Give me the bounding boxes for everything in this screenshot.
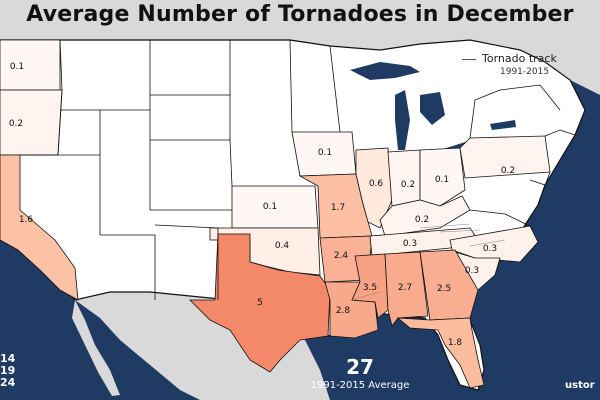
- state-ohio: [419, 147, 466, 207]
- label-al: 2.7: [398, 283, 412, 293]
- label-tn: 0.3: [403, 239, 417, 249]
- label-ga: 2.5: [437, 284, 451, 294]
- total-average-value: 27: [346, 355, 374, 379]
- label-ca: 1.6: [19, 215, 34, 225]
- lake-michigan: [395, 90, 410, 150]
- lake-ontario: [490, 120, 516, 130]
- canada-land: [0, 0, 600, 95]
- label-or: 0.2: [9, 119, 23, 129]
- label-ar: 2.4: [334, 251, 349, 261]
- label-ks: 0.1: [263, 202, 277, 212]
- label-ok: 0.4: [275, 241, 290, 251]
- label-ms: 3.5: [363, 283, 377, 293]
- tornado-tracks: [349, 223, 506, 301]
- total-average-label: 1991-2015 Average: [310, 380, 410, 391]
- state-borders: [20, 39, 576, 300]
- state-texas: [189, 233, 331, 373]
- lake-huron: [420, 92, 445, 125]
- label-sc: 0.3: [465, 266, 479, 276]
- tornado-track-legend-label: Tornado track: [482, 52, 557, 65]
- label-oh: 0.1: [435, 175, 449, 185]
- label-in: 0.2: [401, 180, 415, 190]
- state-florida: [396, 317, 485, 389]
- map-title: Average Number of Tornadoes in December: [26, 2, 574, 27]
- scale-label-1: 14: [0, 352, 16, 365]
- label-fl: 1.8: [448, 338, 463, 348]
- label-il: 0.6: [369, 179, 384, 189]
- label-mo: 1.7: [331, 203, 345, 213]
- state-pennsylvania: [459, 135, 551, 179]
- scale-label-3: 24: [0, 376, 16, 389]
- lake-superior: [350, 62, 420, 80]
- label-tx: 5: [257, 298, 263, 308]
- credit-text: ustor: [565, 380, 595, 391]
- label-ky: 0.2: [415, 215, 429, 225]
- label-wa: 0.1: [10, 62, 24, 72]
- tornado-track-legend-years: 1991-2015: [500, 67, 550, 77]
- state-georgia: [419, 249, 479, 321]
- label-ia: 0.1: [318, 148, 332, 158]
- label-nc: 0.3: [483, 244, 497, 254]
- baja-land: [72, 300, 120, 396]
- state-california: [0, 154, 79, 301]
- tornado-track-legend-line: [462, 59, 476, 60]
- label-pa: 0.2: [501, 166, 515, 176]
- state-indiana: [387, 149, 421, 207]
- label-la: 2.8: [336, 306, 351, 316]
- scale-label-2: 19: [0, 364, 16, 377]
